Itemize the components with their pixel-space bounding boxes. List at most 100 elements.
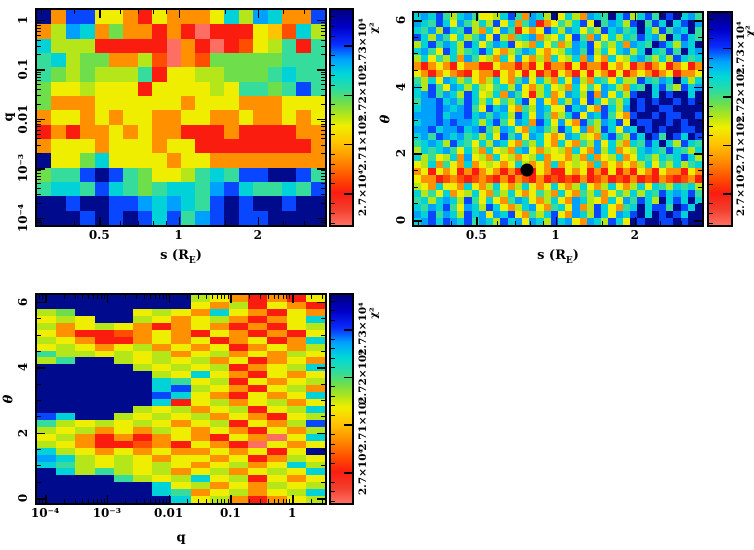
- heatmap-cell: [190, 322, 210, 330]
- heatmap-cell: [94, 210, 110, 225]
- heatmap-cell: [123, 38, 138, 53]
- heatmap-cell: [507, 196, 515, 204]
- heatmap-cell: [543, 104, 551, 112]
- heatmap-cell: [209, 496, 230, 504]
- heatmap-row: [37, 399, 326, 406]
- axis-tick: [37, 183, 41, 185]
- heatmap-cell: [457, 189, 465, 197]
- heatmap-cell: [248, 295, 268, 302]
- heatmap-cell: [457, 55, 465, 63]
- heatmap-cell: [536, 182, 544, 190]
- heatmap-cell: [152, 454, 172, 462]
- heatmap-cell: [428, 161, 436, 169]
- heatmap-cell: [558, 140, 566, 148]
- heatmap-cell: [457, 83, 465, 91]
- heatmap-cell: [694, 48, 703, 56]
- axis-tick: [37, 153, 41, 155]
- heatmap-cell: [137, 95, 153, 111]
- heatmap-row: [37, 364, 326, 372]
- axis-tick: [278, 295, 280, 299]
- heatmap-cell: [644, 69, 652, 77]
- heatmap-cell: [622, 76, 631, 84]
- axis-tick: [224, 499, 226, 503]
- heatmap-cell: [94, 475, 114, 483]
- heatmap-cell: [435, 182, 443, 190]
- heatmap-cell: [694, 90, 703, 98]
- heatmap-cell: [224, 81, 239, 96]
- heatmap-cell: [133, 475, 153, 483]
- heatmap-cell: [493, 76, 501, 84]
- axis-tick: [137, 221, 139, 225]
- heatmap-cell: [166, 153, 182, 168]
- heatmap-cell: [637, 175, 645, 183]
- heatmap-cell: [310, 196, 326, 211]
- axis-tick: [709, 222, 713, 224]
- heatmap-cell: [224, 181, 239, 197]
- heatmap-cell: [133, 378, 153, 386]
- heatmap-cell: [195, 210, 210, 225]
- heatmap-cell: [500, 69, 508, 77]
- axis-tick: [321, 138, 325, 140]
- heatmap-cell: [137, 181, 153, 197]
- heatmap-cell: [428, 104, 436, 112]
- heatmap-cell: [267, 419, 287, 427]
- heatmap-row: [37, 412, 326, 420]
- heatmap-row: [37, 308, 326, 316]
- axis-tick: [698, 186, 702, 188]
- heatmap-cell: [209, 357, 230, 365]
- axis-tick: [321, 121, 325, 123]
- heatmap-cell: [565, 55, 573, 63]
- heatmap-cell: [687, 13, 695, 21]
- heatmap-cell: [687, 196, 695, 204]
- colorbar-tick-label: 2.71×10⁴: [357, 397, 369, 452]
- heatmap-cell: [644, 90, 652, 98]
- heatmap-cell: [37, 433, 57, 441]
- axis-tick: [344, 472, 352, 474]
- heatmap-cell: [51, 24, 66, 39]
- heatmap-cell: [644, 133, 652, 141]
- axis-tick: [414, 86, 422, 89]
- heatmap-cell: [651, 147, 659, 155]
- heatmap-cell: [666, 210, 674, 218]
- heatmap-cell: [435, 76, 443, 84]
- heatmap-cell: [305, 447, 326, 455]
- heatmap-cell: [37, 110, 52, 125]
- heatmap-cell: [109, 95, 124, 111]
- heatmap-cell: [75, 343, 95, 351]
- heatmap-cell: [550, 104, 559, 112]
- heatmap-cell: [536, 55, 544, 63]
- heatmap-cell: [471, 83, 479, 91]
- heatmap-cell: [565, 111, 573, 119]
- heatmap-cell: [281, 181, 297, 197]
- heatmap-cell: [281, 124, 297, 139]
- heatmap-cell: [630, 140, 638, 148]
- heatmap-cell: [253, 167, 268, 182]
- heatmap-cell: [123, 138, 138, 154]
- axis-tick: [331, 462, 335, 464]
- heatmap-cell: [622, 126, 631, 134]
- axis-tick: [74, 295, 76, 299]
- heatmap-cell: [694, 203, 703, 211]
- axis-tick: [230, 295, 232, 303]
- heatmap-cell: [267, 454, 287, 462]
- heatmap-cell: [565, 147, 573, 155]
- axis-tick: [660, 13, 662, 17]
- heatmap-cell: [109, 167, 124, 182]
- heatmap-cell: [421, 104, 429, 112]
- y-tick-label: 6: [16, 297, 30, 307]
- axis-tick: [321, 222, 325, 224]
- heatmap-cell: [594, 104, 602, 112]
- axis-tick: [321, 74, 325, 76]
- heatmap-cell: [442, 69, 451, 77]
- heatmap-cell: [637, 133, 645, 141]
- heatmap-cell: [37, 399, 57, 406]
- heatmap-cell: [637, 69, 645, 77]
- y-tick-label: 1: [16, 15, 30, 25]
- heatmap-cell: [651, 62, 659, 70]
- heatmap-cell: [651, 196, 659, 204]
- heatmap-cell: [80, 38, 95, 53]
- axis-tick: [273, 499, 275, 503]
- heatmap-cell: [171, 385, 191, 393]
- axis-tick: [321, 30, 325, 32]
- heatmap-cell: [637, 168, 645, 176]
